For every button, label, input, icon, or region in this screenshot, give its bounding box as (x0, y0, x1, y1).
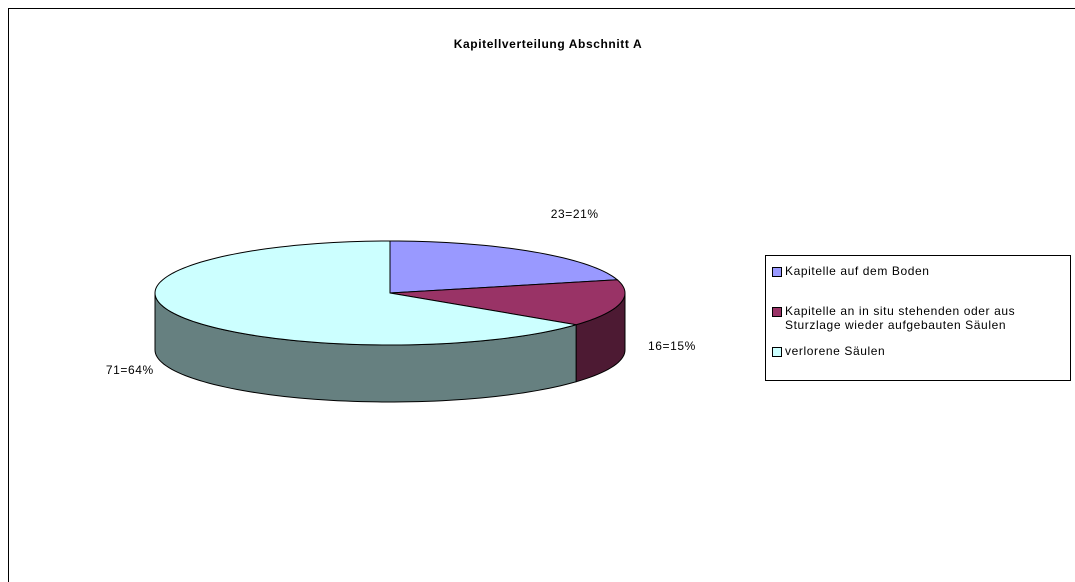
legend-label: Kapitelle an in situ stehenden oder aus … (785, 304, 1016, 332)
data-label: 71=64% (106, 363, 154, 377)
legend-label: Kapitelle auf dem Boden (785, 264, 930, 278)
legend: Kapitelle auf dem Boden Kapitelle an in s… (765, 255, 1071, 381)
pie-slice (389, 279, 626, 326)
pie-slice (389, 240, 619, 294)
legend-swatch (772, 307, 782, 317)
data-label: 23=21% (551, 207, 599, 221)
chart-title: Kapitellverteilung Abschnitt A (454, 37, 642, 51)
legend-swatch (772, 347, 782, 357)
legend-swatch (772, 267, 782, 277)
legend-item: Kapitelle auf dem Boden (772, 264, 1068, 278)
legend-item: verlorene Säulen (772, 344, 1068, 358)
legend-label: verlorene Säulen (785, 344, 886, 358)
data-label: 16=15% (648, 339, 696, 353)
pie-slice (154, 240, 577, 346)
legend-item: Kapitelle an in situ stehenden oder aus … (772, 304, 1068, 332)
